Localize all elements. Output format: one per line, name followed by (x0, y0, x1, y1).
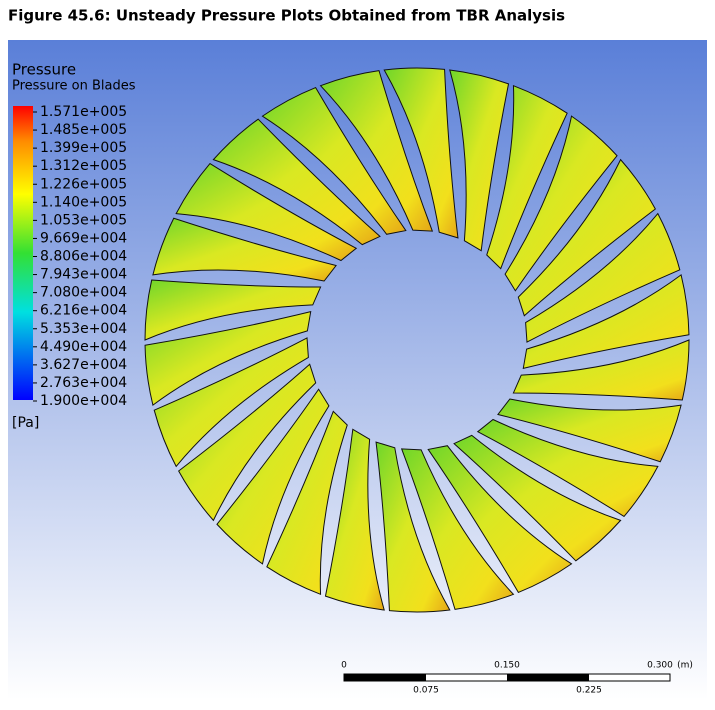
colorbar-label: 1.900e+004 (40, 393, 127, 409)
blade (476, 418, 659, 518)
blade (522, 274, 690, 370)
scale-unit: (m) (677, 661, 693, 671)
colorbar-label: 6.216e+004 (40, 303, 127, 319)
colorbar-label: 4.490e+004 (40, 339, 127, 355)
legend-title: Pressure (12, 61, 76, 79)
scale-label: 0.150 (494, 661, 520, 671)
blade (261, 86, 407, 235)
blade (216, 388, 330, 565)
colorbar-label: 7.943e+004 (40, 267, 127, 283)
blade (504, 115, 618, 292)
colorbar-label: 1.485e+005 (40, 122, 127, 138)
scale-label: 0.225 (576, 686, 602, 696)
blade (512, 339, 690, 401)
blade (177, 363, 317, 522)
colorbar-label: 9.669e+004 (40, 230, 127, 246)
blade (400, 448, 515, 610)
blade (175, 162, 358, 262)
colorbar-labels: 1.571e+005 1.485e+005 1.399e+005 1.312e+005… (33, 104, 127, 409)
blade (144, 310, 312, 406)
blade (375, 441, 451, 613)
colorbar-label: 1.571e+005 (40, 104, 127, 120)
blade (266, 410, 348, 596)
blade-ring (144, 67, 690, 613)
blade (153, 337, 309, 468)
blade (486, 84, 568, 270)
blade (453, 434, 622, 562)
colorbar-label: 1.053e+005 (40, 212, 127, 228)
colorbar-label: 5.353e+004 (40, 321, 127, 337)
colorbar-label: 1.140e+005 (40, 194, 127, 210)
blade (449, 69, 510, 252)
colorbar-label: 1.226e+005 (40, 176, 127, 192)
blade (517, 158, 657, 317)
blade (319, 70, 434, 232)
blade (427, 445, 573, 594)
blade (525, 212, 681, 343)
colorbar-label: 2.763e+004 (40, 375, 127, 391)
scale-segment (507, 674, 589, 681)
legend-unit: [Pa] (12, 415, 39, 431)
blade (212, 118, 381, 246)
colorbar-label: 1.399e+005 (40, 140, 127, 156)
blade (324, 428, 385, 611)
blade (383, 67, 459, 239)
colorbar-label: 1.312e+005 (40, 158, 127, 174)
blade (144, 279, 322, 341)
scale-label: 0.075 (413, 686, 439, 696)
colorbar-label: 3.627e+004 (40, 357, 127, 373)
colorbar-label: 7.080e+004 (40, 285, 127, 301)
scale-bar: 0 0.150 0.300 (m) 0.075 0.225 (341, 661, 693, 696)
blade (497, 398, 682, 463)
caption: Figure 45.6: Unsteady Pressure Plots Obt… (8, 7, 565, 25)
scale-label: 0.300 (647, 661, 673, 671)
blade (152, 217, 337, 282)
legend-subtitle: Pressure on Blades (12, 79, 136, 94)
scale-label: 0 (341, 661, 347, 671)
colorbar-label: 8.806e+004 (40, 249, 127, 265)
colorbar (13, 106, 33, 400)
scale-segment (344, 674, 426, 681)
